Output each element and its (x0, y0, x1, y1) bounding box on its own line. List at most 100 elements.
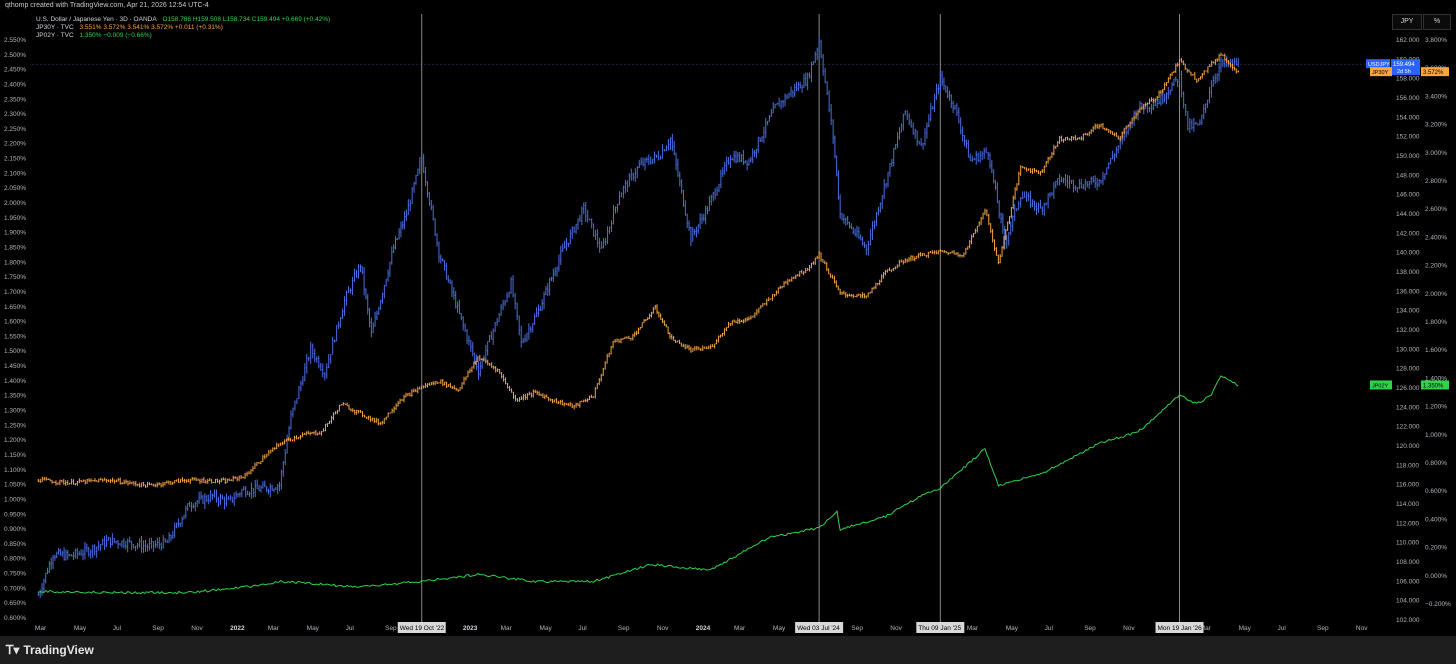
right-pct-tick-label: 2.400% (1425, 234, 1447, 241)
right-price-tick-label: 152.000 (1396, 134, 1420, 141)
left-axis-tick-label: 1.800% (4, 259, 26, 266)
left-axis-tick-label: 2.000% (4, 200, 26, 207)
series-jp30y (37, 52, 1239, 488)
credit-text: qthomp created with TradingView.com, Apr… (5, 2, 209, 9)
right-pct-tick-label: 1.600% (1425, 347, 1447, 354)
jp02y-value-tag (1421, 380, 1449, 390)
x-axis-tick-label: Nov (1123, 625, 1135, 632)
tradingview-logo[interactable]: ꓔ▾ TradingView (6, 643, 94, 657)
left-axis-tick-label: 1.050% (4, 482, 26, 489)
legend-jp02y-values: 1.350% −0.009 (−0.66%) (79, 32, 152, 39)
left-axis-tick-label: 1.450% (4, 363, 26, 370)
jp02y-line (38, 375, 1239, 595)
x-axis-tick-label: Mar (35, 625, 47, 632)
right-pct-tick-label: 1.800% (1425, 319, 1447, 326)
left-axis-tick-label: 2.150% (4, 156, 26, 163)
right-pct-tick-label: 1.400% (1425, 375, 1447, 382)
legend-usdjpy[interactable]: U.S. Dollar / Japanese Yen · 3D · OANDA … (36, 16, 334, 23)
right-price-tick-label: 122.000 (1396, 424, 1420, 431)
x-axis-tick-label: May (74, 625, 87, 632)
left-axis-tick-label: 1.400% (4, 378, 26, 385)
right-price-tick-label: 106.000 (1396, 578, 1420, 585)
legend-jp02y-name: JP02Y · TVC (36, 32, 74, 39)
event-marker-label: Thu 09 Jan '25 (918, 625, 961, 632)
currency-button[interactable]: JPY (1392, 14, 1422, 30)
left-axis-tick-label: 1.700% (4, 289, 26, 296)
x-axis-tick-label: May (773, 625, 786, 632)
right-pct-tick-label: 0.400% (1425, 516, 1447, 523)
legend-jp30y-values: 3.551% 3.572% 3.541% 3.572% +0.011 (+0.3… (79, 24, 223, 31)
legend-jp02y[interactable]: JP02Y · TVC 1.350% −0.009 (−0.66%) (36, 32, 156, 39)
left-axis-tick-label: 1.600% (4, 319, 26, 326)
right-price-tick-label: 112.000 (1396, 520, 1419, 527)
top-bar: qthomp created with TradingView.com, Apr… (0, 0, 1456, 14)
left-axis-tick-label: 0.800% (4, 556, 26, 563)
left-axis-tick-label: 2.400% (4, 81, 26, 88)
chart-canvas[interactable]: 2.550% 2.500% 2.450% 2.400% 2.350% 2.300% 2.25… (0, 0, 1456, 636)
left-axis-tick-label: 0.950% (4, 511, 26, 518)
left-axis-tick-label: 1.000% (4, 496, 26, 503)
right-pct-tick-label: −0.200% (1425, 601, 1451, 608)
series-jp02y (38, 375, 1239, 595)
right-price-tick-label: 134.000 (1396, 308, 1420, 315)
right-pct-tick-label: 0.800% (1425, 460, 1447, 467)
x-axis-tick-label: Sep (618, 625, 630, 632)
x-axis-tick-label: Mar (734, 625, 746, 632)
jp30y-value-tag (1421, 67, 1449, 77)
left-axis-tick-label: 2.050% (4, 185, 26, 192)
event-marker-label: Wed 19 Oct '22 (400, 625, 445, 632)
left-axis-tick-label: 0.900% (4, 526, 26, 533)
right-pct-tick-label: 3.200% (1425, 122, 1447, 129)
left-axis-tick-label: 0.700% (4, 585, 26, 592)
event-marker-label-box (397, 622, 446, 633)
left-axis-tick-label: 1.550% (4, 333, 26, 340)
left-axis-tick-label: 1.850% (4, 244, 26, 251)
x-axis-tick-label: Nov (890, 625, 902, 632)
right-price-tick-label: 156.000 (1396, 95, 1420, 102)
x-axis-tick-label: Sep (152, 625, 164, 632)
right-price-tick-label: 108.000 (1396, 559, 1420, 566)
legend-jp30y[interactable]: JP30Y · TVC 3.551% 3.572% 3.541% 3.572% … (36, 24, 227, 31)
x-axis-tick-label: Mar (967, 625, 979, 632)
left-axis-tick-label: 2.350% (4, 96, 26, 103)
right-price-tick-label: 128.000 (1396, 366, 1420, 373)
jp02y-value-tag-text: 1.350% (1423, 383, 1444, 389)
right-price-tick-label: 118.000 (1396, 462, 1419, 469)
jp30y-value-tag-text: 3.572% (1423, 70, 1444, 76)
x-axis-tick-label: Sep (385, 625, 397, 632)
x-axis-tick-label: Mar (268, 625, 280, 632)
percent-scale-button[interactable]: % (1423, 14, 1451, 30)
x-axis-tick-label: Sep (1317, 625, 1329, 632)
left-axis-tick-label: 1.200% (4, 437, 26, 444)
legend-usdjpy-name: U.S. Dollar / Japanese Yen · 3D · OANDA (36, 16, 157, 23)
right-price-tick-label: 140.000 (1396, 250, 1420, 257)
right-price-tick-label: 158.000 (1396, 76, 1420, 83)
left-axis-tick-label: 1.900% (4, 230, 26, 237)
left-axis-tick-label: 2.250% (4, 126, 26, 133)
left-axis-tick-label: 1.150% (4, 452, 26, 459)
right-price-tick-label: 150.000 (1396, 153, 1420, 160)
x-axis-tick-label: 2023 (463, 625, 478, 632)
right-price-tick-label: 154.000 (1396, 114, 1420, 121)
right-pct-tick-label: 0.000% (1425, 573, 1447, 580)
usdjpy-name-tag-text: USDJPY (1368, 62, 1390, 68)
left-axis-tick-label: 2.500% (4, 52, 26, 59)
tradingview-logo-icon: ꓔ▾ (6, 643, 20, 657)
right-pct-tick-label: 3.400% (1425, 93, 1447, 100)
event-marker-label-box (916, 622, 965, 633)
usdjpy-price-tag (1391, 59, 1420, 76)
right-pct-tick-label: 0.200% (1425, 545, 1447, 552)
right-price-tick-label: 144.000 (1396, 211, 1420, 218)
right-price-tick-label: 116.000 (1396, 482, 1419, 489)
x-axis-tick-label: May (1239, 625, 1252, 632)
left-axis-tick-label: 1.350% (4, 393, 26, 400)
x-axis-tick-label: Jul (1045, 625, 1054, 632)
series-usdjpy (37, 37, 1239, 599)
right-price-tick-label: 114.000 (1396, 501, 1419, 508)
right-price-tick-label: 132.000 (1396, 327, 1420, 334)
left-axis-tick-label: 2.100% (4, 170, 26, 177)
left-axis-tick-label: 1.100% (4, 467, 26, 474)
right-price-tick-label: 124.000 (1396, 404, 1420, 411)
brand-name: TradingView (23, 643, 94, 657)
right-pct-tick-label: 2.200% (1425, 263, 1447, 270)
